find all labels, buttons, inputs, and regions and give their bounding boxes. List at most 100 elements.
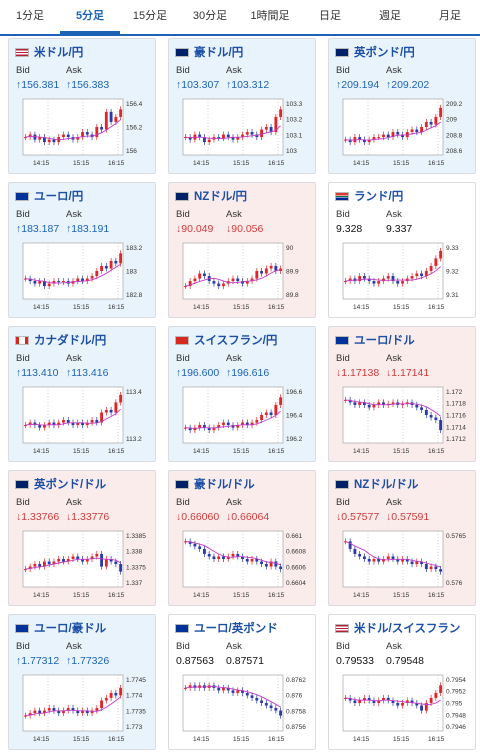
- moving-average-line: [345, 399, 441, 417]
- rate-card[interactable]: 豪ドル/円 Bid Ask ↑103.307 ↑103.312 103.3 103.2 103…: [168, 38, 316, 174]
- candle: [245, 132, 249, 135]
- candle: [119, 687, 123, 696]
- tab-5[interactable]: 日足: [319, 10, 341, 22]
- candle: [81, 559, 84, 562]
- candle: [85, 132, 89, 135]
- currency-pair[interactable]: ランド/円: [335, 188, 403, 204]
- price-chart: 1.172 1.1718 1.1716 1.1714 1.1712 14:15 15:15 1…: [335, 383, 471, 459]
- tab-0[interactable]: 1分足: [15, 10, 45, 22]
- candle: [415, 703, 419, 706]
- candle: [348, 278, 352, 282]
- rate-card[interactable]: ユーロ/豪ドル Bid Ask ↑1.77312 ↑1.77326 1.7745 1.774…: [8, 614, 156, 750]
- x-tick-label: 14:15: [193, 304, 210, 311]
- candle: [81, 710, 84, 714]
- pair-name[interactable]: 英ポンド/ドル: [34, 479, 107, 491]
- candle: [226, 134, 230, 138]
- candle: [391, 276, 395, 282]
- tab-7[interactable]: 月足: [439, 10, 461, 22]
- candle: [274, 404, 278, 415]
- currency-pair[interactable]: ユーロ/ドル: [335, 332, 415, 348]
- currency-pair[interactable]: 豪ドル/ドル: [175, 476, 255, 492]
- rate-card[interactable]: 米ドル/円 Bid Ask ↑156.381 ↑156.383 156.4 156.2 156…: [8, 38, 156, 174]
- ask-label: Ask: [386, 353, 402, 364]
- candle: [207, 553, 211, 557]
- pair-name[interactable]: ランド/円: [354, 191, 404, 203]
- candle: [269, 412, 273, 415]
- currency-pair[interactable]: ユーロ/円: [15, 188, 83, 204]
- rate-card[interactable]: 英ポンド/ドル Bid Ask ↓1.33766 ↓1.33776 1.3385 1.338…: [8, 470, 156, 606]
- candle: [104, 111, 108, 130]
- rate-card[interactable]: スイスフラン/円 Bid Ask ↑196.600 ↑196.616 196.6 196.4…: [168, 326, 316, 462]
- currency-pair[interactable]: NZドル/ドル: [335, 476, 419, 492]
- pair-name[interactable]: ユーロ/豪ドル: [34, 623, 107, 635]
- currency-pair[interactable]: ユーロ/豪ドル: [15, 620, 106, 636]
- tab-3[interactable]: 30分足: [192, 10, 228, 22]
- pair-name[interactable]: 英ポンド/円: [354, 47, 415, 59]
- rate-card[interactable]: 豪ドル/ドル Bid Ask ↓0.66060 ↓0.66064 0.661 0.6608 0…: [168, 470, 316, 606]
- pair-name[interactable]: 米ドル/円: [34, 47, 84, 59]
- candle: [52, 281, 56, 284]
- x-tick-label: 16:15: [268, 592, 285, 599]
- plot-area: [342, 98, 444, 156]
- candle: [245, 422, 249, 426]
- rate-card[interactable]: ランド/円 Bid Ask 9.328 9.337 9.33 9.32 9.31 14:15 15…: [328, 182, 476, 318]
- currency-pair[interactable]: 豪ドル/円: [175, 44, 243, 60]
- price-chart: 113.4 113.2 14:15 15:15 16:15: [15, 383, 151, 459]
- tab-4[interactable]: 1時間足: [250, 10, 290, 22]
- candle: [222, 422, 225, 426]
- pair-name[interactable]: 米ドル/スイスフラン: [354, 623, 461, 635]
- bid-label: Bid: [16, 209, 30, 220]
- pair-name[interactable]: NZドル/ドル: [354, 479, 419, 491]
- rate-card[interactable]: NZドル/円 Bid Ask ↓90.049 ↓90.056 90 89.9 89.8 14:1…: [168, 182, 316, 318]
- candle: [222, 556, 225, 559]
- flag-icon: [175, 479, 189, 489]
- ask-label: Ask: [66, 353, 82, 364]
- candle: [217, 137, 221, 139]
- candle: [420, 561, 423, 565]
- candle: [343, 139, 347, 141]
- rate-card[interactable]: ユーロ/英ポンド Bid Ask 0.87563 0.87571 0.8762 0.876 0…: [168, 614, 316, 750]
- price-chart: 0.8762 0.876 0.8758 0.8756 14:15 15:15 16:15: [175, 671, 311, 747]
- rate-card[interactable]: カナダドル/円 Bid Ask ↑113.410 ↑113.416 113.4 113.2 1…: [8, 326, 156, 462]
- tab-1[interactable]: 5分足: [60, 0, 120, 34]
- currency-pair[interactable]: スイスフラン/円: [175, 332, 277, 348]
- pair-name[interactable]: NZドル/円: [194, 191, 248, 203]
- ask-label: Ask: [66, 65, 82, 76]
- currency-pair[interactable]: 米ドル/円: [15, 44, 83, 60]
- candle: [269, 561, 273, 567]
- candle: [391, 700, 395, 703]
- ask-label: Ask: [386, 209, 402, 220]
- pair-name[interactable]: ユーロ/ドル: [354, 335, 415, 347]
- rate-card[interactable]: ユーロ/円 Bid Ask ↑183.187 ↑183.191 183.2 183 182.8…: [8, 182, 156, 318]
- flag-icon: [15, 479, 29, 489]
- pair-name[interactable]: カナダドル/円: [34, 335, 107, 347]
- candle: [279, 710, 283, 716]
- currency-pair[interactable]: ユーロ/英ポンド: [175, 620, 278, 636]
- currency-pair[interactable]: 米ドル/スイスフラン: [335, 620, 460, 636]
- tab-6[interactable]: 週足: [379, 10, 401, 22]
- currency-pair[interactable]: 英ポンド/円: [335, 44, 415, 60]
- rate-card[interactable]: 英ポンド/円 Bid Ask ↑209.194 ↑209.202 209.2 209 208.…: [328, 38, 476, 174]
- currency-pair[interactable]: 英ポンド/ドル: [15, 476, 106, 492]
- pair-name[interactable]: ユーロ/円: [34, 191, 84, 203]
- ask-value: ↑103.312: [226, 79, 270, 91]
- rate-card[interactable]: 米ドル/スイスフラン Bid Ask 0.79533 0.79548 0.7954 0.79…: [328, 614, 476, 750]
- candle: [424, 703, 428, 711]
- moving-average-line: [185, 540, 281, 566]
- candle: [212, 427, 216, 431]
- currency-pair[interactable]: NZドル/円: [175, 188, 247, 204]
- rate-card[interactable]: ユーロ/ドル Bid Ask ↓1.17138 ↓1.17141 1.172 1.1718 1…: [328, 326, 476, 462]
- bid-value: ↓1.33766: [16, 511, 60, 523]
- pair-name[interactable]: 豪ドル/ドル: [194, 479, 255, 491]
- pair-name[interactable]: ユーロ/英ポンド: [194, 623, 278, 635]
- y-tick-label: 0.6604: [286, 580, 306, 587]
- rate-card[interactable]: NZドル/ドル Bid Ask ↓0.57577 ↓0.57591 0.5765 0.576…: [328, 470, 476, 606]
- pair-name[interactable]: スイスフラン/円: [194, 335, 278, 347]
- tab-2[interactable]: 15分足: [132, 10, 168, 22]
- currency-pair[interactable]: カナダドル/円: [15, 332, 106, 348]
- x-tick-label: 16:15: [108, 160, 125, 167]
- pair-name[interactable]: 豪ドル/円: [194, 47, 244, 59]
- y-tick-label: 0.8762: [286, 677, 306, 684]
- flag-icon: [335, 191, 349, 201]
- candle: [429, 121, 433, 125]
